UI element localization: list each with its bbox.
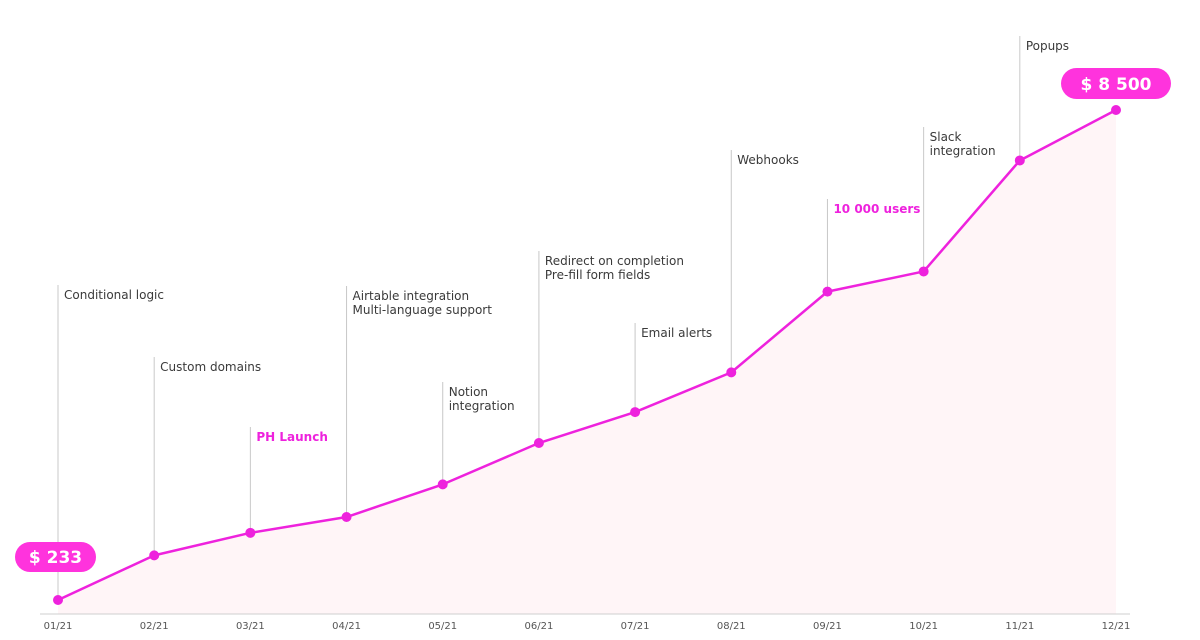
area-fill bbox=[58, 110, 1116, 614]
data-point-10-21 bbox=[918, 266, 929, 277]
data-point-08-21 bbox=[726, 367, 737, 378]
x-tick-label: 01/21 bbox=[44, 621, 73, 632]
annotation-label: Airtable integration bbox=[353, 289, 470, 303]
x-tick-label: 08/21 bbox=[717, 621, 746, 632]
data-point-07-21 bbox=[630, 407, 641, 418]
annotation-label: Webhooks bbox=[737, 153, 799, 167]
x-tick-label: 02/21 bbox=[140, 621, 169, 632]
annotation-label: PH Launch bbox=[256, 430, 328, 444]
x-tick-label: 07/21 bbox=[621, 621, 650, 632]
annotation-label: integration bbox=[449, 399, 515, 413]
annotation-label: Slack bbox=[930, 130, 962, 144]
series-line bbox=[57, 108, 1117, 602]
annotation-label: Multi-language support bbox=[353, 303, 493, 317]
x-tick-label: 03/21 bbox=[236, 621, 265, 632]
x-tick-label: 09/21 bbox=[813, 621, 842, 632]
data-point-09-21 bbox=[822, 286, 833, 297]
x-tick-label: 11/21 bbox=[1005, 621, 1034, 632]
start-value-badge: $ 233 bbox=[15, 542, 96, 572]
end-value-label: $ 8 500 bbox=[1081, 75, 1152, 95]
annotation-label: Pre-fill form fields bbox=[545, 268, 650, 282]
x-tick-label: 12/21 bbox=[1102, 621, 1131, 632]
x-tick-label: 04/21 bbox=[332, 621, 361, 632]
data-point-11-21 bbox=[1014, 155, 1025, 166]
data-point-12-21 bbox=[1111, 105, 1121, 115]
data-point-04-21 bbox=[341, 512, 352, 523]
data-point-03-21 bbox=[245, 527, 256, 538]
annotation-label: integration bbox=[930, 144, 996, 158]
data-point-02-21 bbox=[149, 550, 160, 561]
x-tick-label: 10/21 bbox=[909, 621, 938, 632]
start-value-label: $ 233 bbox=[29, 548, 82, 568]
annotation-label: Conditional logic bbox=[64, 288, 164, 302]
annotation-label: Redirect on completion bbox=[545, 254, 684, 268]
annotation-label: 10 000 users bbox=[833, 202, 920, 216]
annotation-label: Notion bbox=[449, 385, 488, 399]
x-tick-label: 05/21 bbox=[428, 621, 457, 632]
data-point-01-21 bbox=[53, 595, 63, 605]
end-value-badge: $ 8 500 bbox=[1061, 68, 1171, 99]
annotation-label: Popups bbox=[1026, 39, 1069, 53]
x-tick-label: 06/21 bbox=[524, 621, 553, 632]
annotation-label: Custom domains bbox=[160, 360, 261, 374]
data-point-05-21 bbox=[437, 479, 448, 490]
data-point-06-21 bbox=[533, 438, 544, 449]
annotation-label: Email alerts bbox=[641, 326, 712, 340]
